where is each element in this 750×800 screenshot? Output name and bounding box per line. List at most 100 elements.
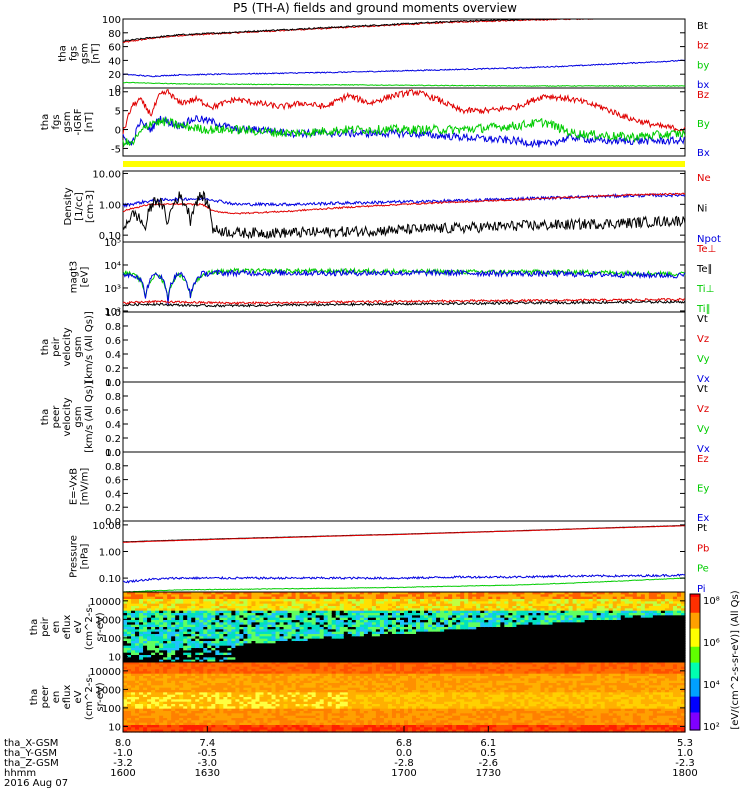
xtick-label: 6.1 xyxy=(480,738,496,749)
ytick-label: 10² xyxy=(104,307,121,318)
ylabel-line: eV xyxy=(73,620,84,633)
ylabel-line: gsm xyxy=(73,336,84,357)
legend-Te⊥: Te⊥ xyxy=(696,244,716,255)
ytick-label: 0.10 xyxy=(99,231,121,242)
ylabel-line: sr-eV) xyxy=(95,612,106,641)
series-Te∥ xyxy=(122,299,686,308)
ylabel-line: magt3 xyxy=(69,261,80,294)
ylabel-line: -IGRF xyxy=(73,108,84,135)
ytick-label: 10 xyxy=(108,88,121,99)
legend-Vt: Vt xyxy=(697,384,708,395)
ylabel-line: [eV] xyxy=(80,267,91,288)
series-Pi xyxy=(123,573,686,584)
xtick-label: -2.8 xyxy=(394,758,414,769)
ylabel-line: gsm xyxy=(73,406,84,427)
ytick-label: 10 xyxy=(108,722,121,733)
legend-Npot: Npot xyxy=(697,234,721,245)
ylabel: E=-VxB[mV/m] xyxy=(69,468,91,506)
ylabel-line: [nPa] xyxy=(80,543,91,569)
ylabel-line: peer xyxy=(51,405,62,429)
xtick-label: 6.8 xyxy=(396,738,412,749)
ytick-label: 100 xyxy=(102,634,121,645)
ytick-label: 0.6 xyxy=(105,336,121,347)
ytick-label: 0.4 xyxy=(105,489,121,500)
ytick-label: 80 xyxy=(108,29,121,40)
ylabel: Density[1/cc][cm-3] xyxy=(63,187,96,225)
xtick-label: -2.3 xyxy=(675,758,695,769)
ylabel: thafgsgsm-IGRF[nT] xyxy=(40,108,95,135)
ylabel-line: Pressure xyxy=(69,535,80,578)
xaxis-row-label: tha_X-GSM xyxy=(4,738,58,749)
series-bx xyxy=(122,59,686,78)
xtick-label: 7.4 xyxy=(199,738,215,749)
series-Bx xyxy=(122,114,686,149)
series-Ni xyxy=(122,190,686,240)
series-Bz xyxy=(122,88,686,135)
xtick-label: 0.0 xyxy=(396,748,412,759)
ytick-label: 10.00 xyxy=(92,169,121,180)
legend-by: by xyxy=(697,60,709,71)
ylabel-line: fgs xyxy=(51,114,62,129)
xtick-label: 1800 xyxy=(672,768,697,779)
panel-frame xyxy=(122,87,686,157)
panel-10: 10100100010000thapeerenefluxeV(cm^2-s-sr… xyxy=(29,661,686,733)
spectrogram xyxy=(123,592,686,663)
legend-Vx: Vx xyxy=(697,374,710,385)
ytick-label: 1.00 xyxy=(99,547,121,558)
series-Ne xyxy=(122,192,686,215)
series-By xyxy=(122,116,686,148)
panel-frame xyxy=(122,18,686,89)
xtick-label: 1600 xyxy=(110,768,135,779)
panel-1: 0 20 40 60 80 100 thafgsgsm[nT] Bt bz by bx xyxy=(58,15,710,95)
xtick-label: -0.5 xyxy=(198,748,218,759)
legend-Pi: Pi xyxy=(697,584,706,595)
ylabel-line: [nT] xyxy=(84,112,95,132)
xtick-label: 1730 xyxy=(476,768,501,779)
ylabel-line: peer xyxy=(40,685,51,709)
ytick-label: 100 xyxy=(102,704,121,715)
series-bz xyxy=(122,18,685,44)
legend-bz: bz xyxy=(697,41,709,52)
series-by xyxy=(122,81,686,87)
colorbar: 10² 10⁴ 10⁶ 10⁸ [eV/(cm^2-s-sr-eV)] (All Qs) xyxy=(689,590,741,733)
panel-6: 0.0 0.2 0.4 0.6 0.8 1.0 thapeervelocitygsm[km/… xyxy=(40,378,710,459)
ytick-label: 0.8 xyxy=(105,462,121,473)
ytick-label: 40 xyxy=(108,56,121,67)
legend-By: By xyxy=(697,119,710,130)
spectrogram xyxy=(123,662,686,733)
ytick-label: 0.10 xyxy=(99,574,121,585)
ytick-label: 5 xyxy=(115,107,121,118)
ylabel-line: velocity xyxy=(62,327,73,366)
legend-Ti∥: Ti∥ xyxy=(696,304,711,315)
ytick-label: 1.0 xyxy=(105,448,121,459)
ytick-label: 0 xyxy=(115,126,121,137)
panel-5: 0.0 0.2 0.4 0.6 0.8 1.0 thapeirvelocitygsm[km/… xyxy=(40,308,710,389)
colorbar-tick: 10⁶ xyxy=(703,638,720,649)
ylabel: thapeirenefluxeV(cm^2-s-sr-eV) xyxy=(29,603,106,650)
legend-Ez: Ez xyxy=(697,454,709,465)
ylabel-line: [cm-3] xyxy=(85,190,96,223)
series-Te⊥ xyxy=(122,297,686,306)
ylabel-line: E=-VxB xyxy=(69,468,80,505)
legend-Pt: Pt xyxy=(697,523,707,534)
legend-Bx: Bx xyxy=(697,148,710,159)
ytick-label: 0.2 xyxy=(105,364,121,375)
panel-frame xyxy=(122,381,686,453)
ylabel-line: [nT] xyxy=(91,43,102,63)
xtick-label: 0.5 xyxy=(480,748,496,759)
ylabel-line: [km/s (All Qs)] xyxy=(84,311,95,383)
xtick-label: 8.0 xyxy=(115,738,131,749)
panel-frame xyxy=(122,170,686,243)
ytick-label: 0.8 xyxy=(105,322,121,333)
ytick-label: 10000 xyxy=(89,597,121,608)
ylabel-line: gsm xyxy=(62,111,73,132)
xtick-label: -3.0 xyxy=(198,758,218,769)
colorbar-label: [eV/(cm^2-s-sr-eV)] (All Qs) xyxy=(730,590,741,729)
panel-2: -5 0 5 10 thafgsgsm-IGRF[nT] Bz By Bx xyxy=(40,87,710,159)
ytick-label: 0 xyxy=(115,84,121,95)
series-Pb xyxy=(123,525,686,543)
ytick-label: 0.0 xyxy=(105,448,121,459)
ytick-label: 10000 xyxy=(89,667,121,678)
legend-Ti⊥: Ti⊥ xyxy=(696,284,714,295)
legend-Pb: Pb xyxy=(697,543,709,554)
